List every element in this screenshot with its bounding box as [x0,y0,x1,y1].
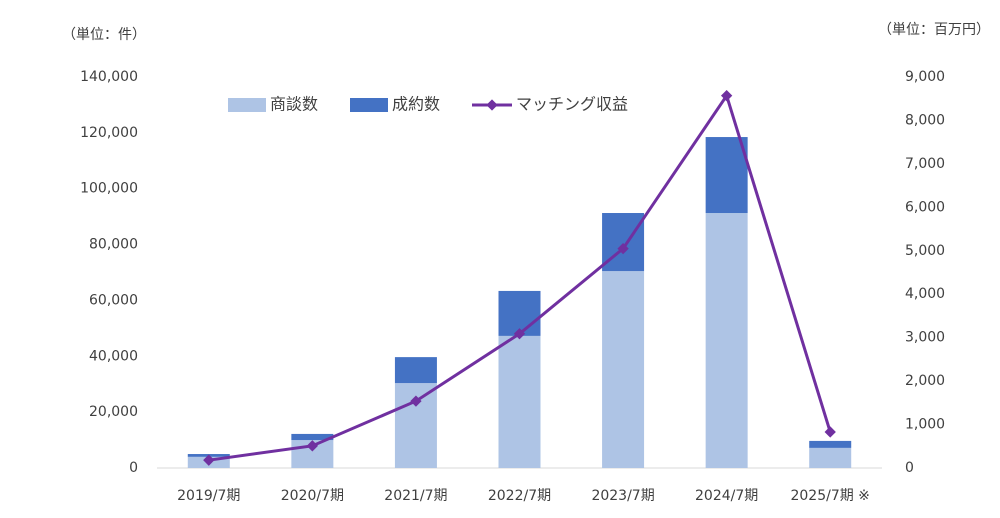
y-unit-label: （単位：件） [62,27,146,43]
legend-swatch [350,98,388,112]
x-tick-label: 2019/7期 [177,488,240,504]
x-tick-label: 2023/7期 [591,488,654,504]
bar-segment [705,213,748,468]
x-tick-label: 2025/7期 ※ [790,488,869,504]
y-tick-label: 140,000 [80,69,138,85]
legend-label: マッチング収益 [516,95,628,114]
line-marker [410,395,422,407]
x-tick-label: 2020/7期 [281,488,344,504]
line-marker [824,426,836,438]
y2-tick-label: 0 [905,460,914,476]
line-marker [306,440,319,452]
bar-segment [394,357,437,384]
y2-unit-label: （単位：百万円） [878,22,990,38]
y-tick-label: 20,000 [89,404,138,420]
y2-tick-label: 1,000 [905,417,945,433]
bar-segment [809,447,852,468]
legend-swatch [228,98,266,112]
y-tick-label: 60,000 [89,292,138,308]
y-tick-label: 120,000 [80,125,138,141]
bar-segment [291,433,334,441]
x-tick-label: 2021/7期 [384,488,447,504]
y2-tick-label: 5,000 [905,243,945,259]
legend-label: 成約数 [392,95,440,114]
y2-tick-label: 2,000 [905,373,945,389]
line-marker [513,328,526,340]
bar-segment [705,137,748,214]
bar-segment [809,440,852,448]
y2-tick-label: 3,000 [905,330,945,346]
bar-segment [498,335,541,468]
y-tick-label: 40,000 [89,348,138,364]
x-tick-label: 2024/7期 [695,488,758,504]
y2-tick-label: 6,000 [905,199,945,215]
y2-tick-label: 8,000 [905,112,945,128]
line-marker [203,454,215,466]
y2-tick-label: 4,000 [905,286,945,302]
y2-tick-label: 9,000 [905,69,945,85]
bar-segment [602,271,645,468]
y-tick-label: 100,000 [80,181,138,197]
x-tick-label: 2022/7期 [488,488,551,504]
legend-swatch [486,99,498,111]
y-tick-label: 80,000 [89,237,138,253]
line-marker [617,242,629,255]
legend-label: 商談数 [270,95,318,114]
y2-tick-label: 7,000 [905,156,945,172]
y-tick-label: 0 [129,460,138,476]
